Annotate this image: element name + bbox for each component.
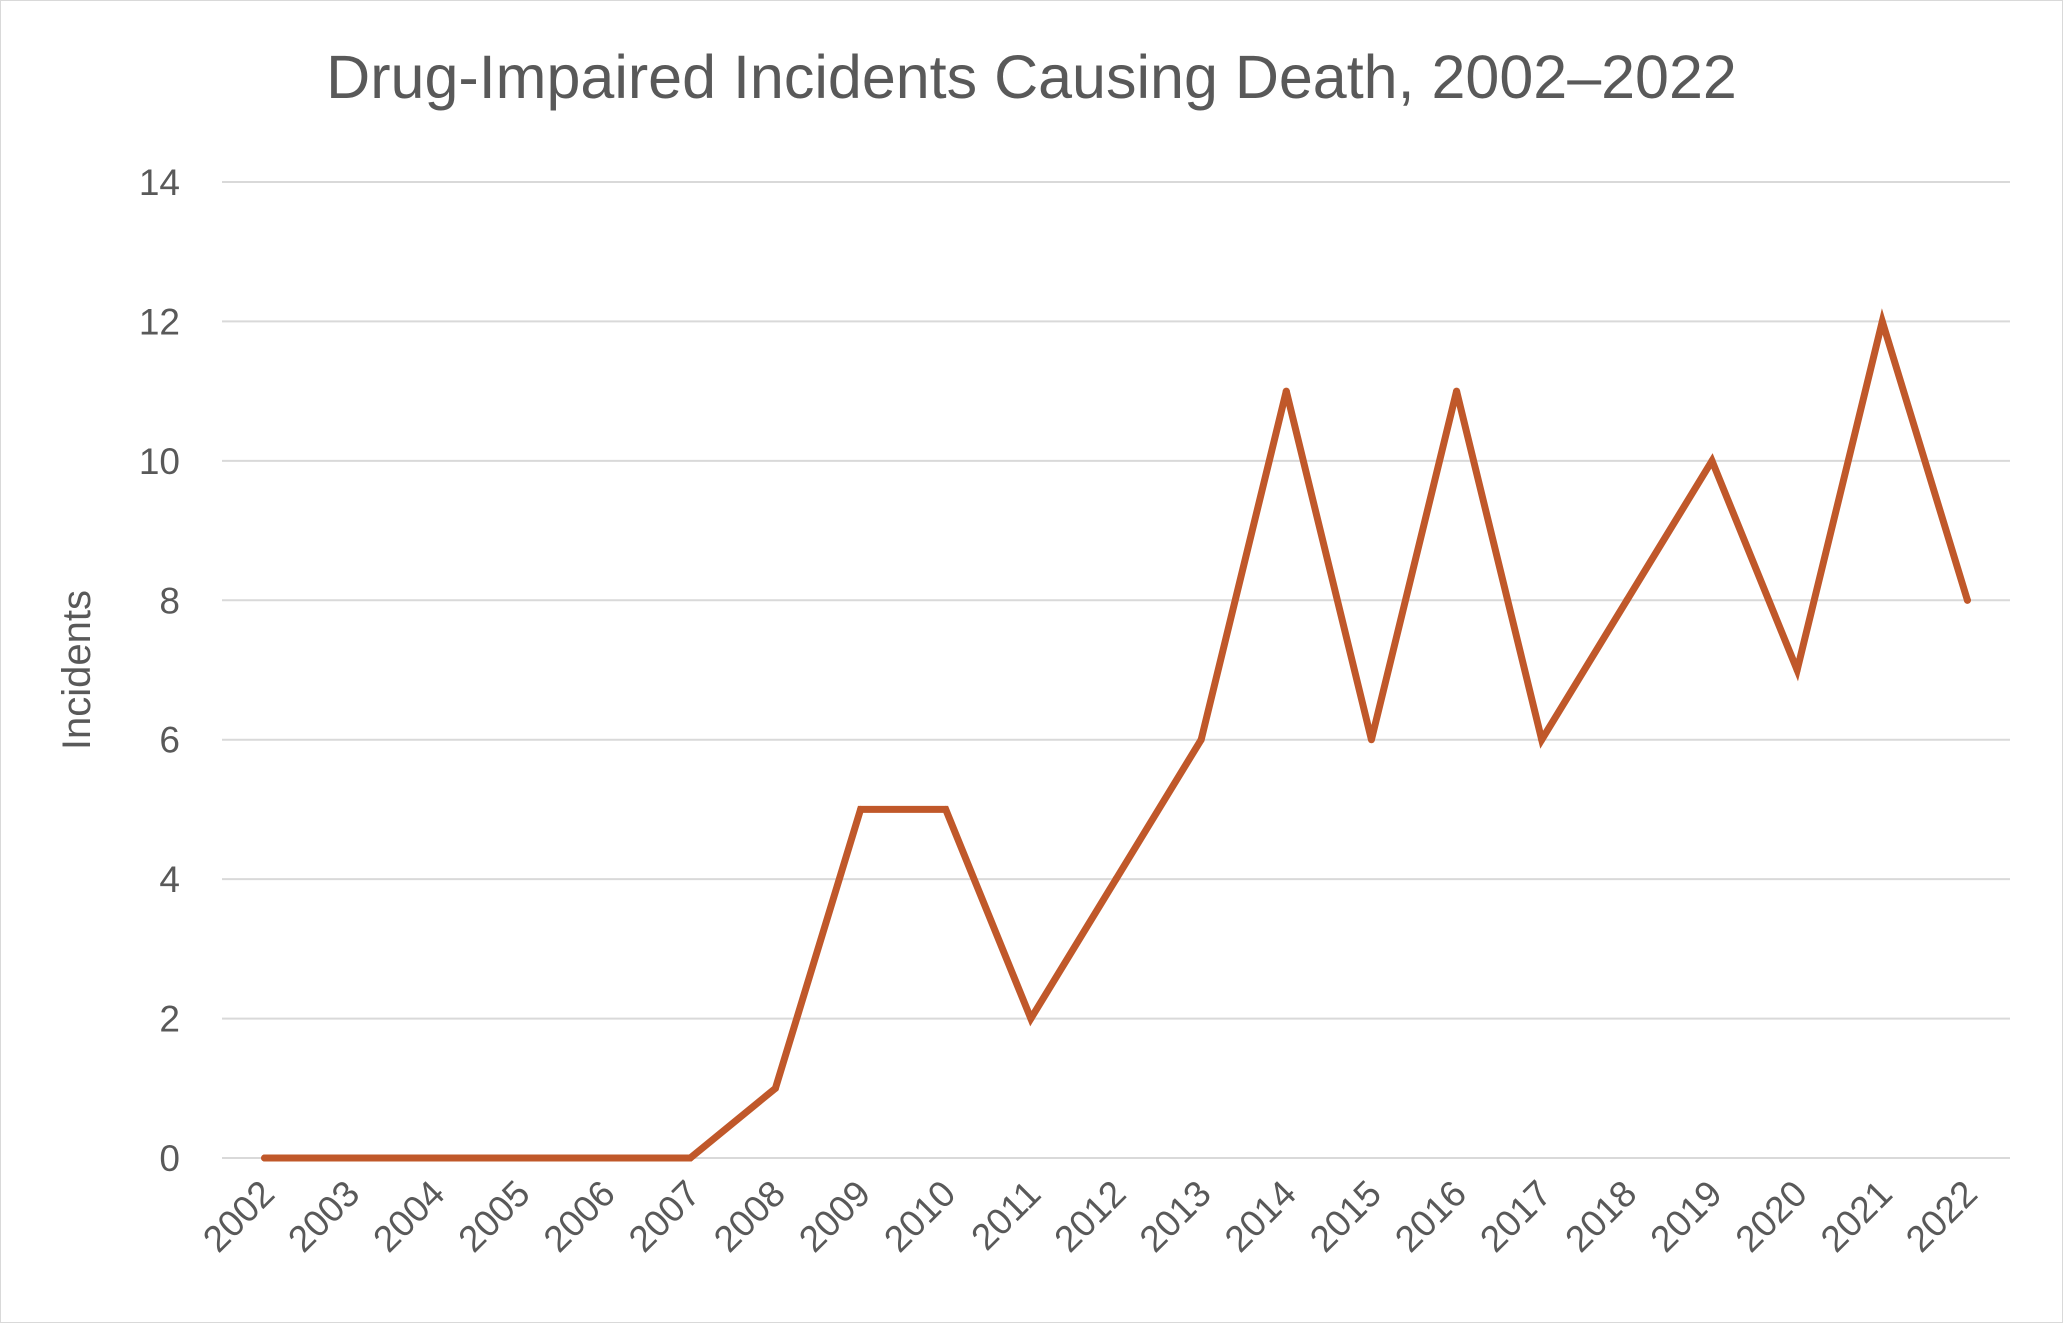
data-point-2014 bbox=[1282, 387, 1290, 395]
data-point-2009 bbox=[857, 805, 865, 813]
data-point-2005 bbox=[516, 1154, 524, 1162]
x-tick-label: 2003 bbox=[280, 1173, 367, 1260]
x-tick-label: 2015 bbox=[1302, 1173, 1389, 1260]
x-tick-label: 2007 bbox=[621, 1173, 708, 1260]
x-tick-label: 2021 bbox=[1813, 1173, 1900, 1260]
y-tick-label: 2 bbox=[159, 999, 180, 1040]
data-point-2003 bbox=[346, 1154, 354, 1162]
x-tick-label: 2008 bbox=[706, 1173, 793, 1260]
data-point-2016 bbox=[1453, 387, 1461, 395]
x-tick-label: 2014 bbox=[1217, 1173, 1304, 1260]
x-tick-label: 2009 bbox=[791, 1173, 878, 1260]
data-point-2022 bbox=[1963, 596, 1971, 604]
data-point-2008 bbox=[771, 1084, 779, 1092]
y-tick-label: 12 bbox=[139, 301, 180, 342]
y-tick-label: 8 bbox=[159, 580, 180, 621]
data-point-2007 bbox=[686, 1154, 694, 1162]
x-tick-label: 2020 bbox=[1728, 1173, 1815, 1260]
x-tick-label: 2022 bbox=[1898, 1173, 1985, 1260]
data-point-2010 bbox=[942, 805, 950, 813]
y-tick-label: 0 bbox=[159, 1138, 180, 1179]
data-point-2002 bbox=[261, 1154, 269, 1162]
x-tick-label: 2011 bbox=[963, 1173, 1048, 1258]
x-tick-label: 2017 bbox=[1472, 1173, 1559, 1260]
data-point-2004 bbox=[431, 1154, 439, 1162]
gridlines bbox=[222, 181, 2010, 1159]
x-tick-label: 2018 bbox=[1557, 1173, 1644, 1260]
data-point-2020 bbox=[1793, 666, 1801, 674]
chart-title: Drug-Impaired Incidents Causing Death, 2… bbox=[326, 43, 1737, 111]
x-tick-label: 2004 bbox=[365, 1173, 452, 1260]
data-point-2018 bbox=[1623, 596, 1631, 604]
x-tick-label: 2002 bbox=[195, 1173, 282, 1260]
x-tick-label: 2006 bbox=[536, 1173, 623, 1260]
x-tick-label: 2013 bbox=[1132, 1173, 1219, 1260]
data-point-2011 bbox=[1027, 1015, 1035, 1023]
data-point-2021 bbox=[1878, 317, 1886, 325]
y-axis-label: Incidents bbox=[55, 590, 99, 750]
y-tick-label: 10 bbox=[139, 441, 180, 482]
x-tick-label: 2005 bbox=[450, 1173, 537, 1260]
x-tick-label: 2016 bbox=[1387, 1173, 1474, 1260]
x-tick-label: 2019 bbox=[1642, 1173, 1729, 1260]
data-point-2013 bbox=[1197, 736, 1205, 744]
y-tick-label: 4 bbox=[159, 859, 180, 900]
y-tick-label: 14 bbox=[139, 162, 180, 203]
series-group bbox=[261, 308, 1971, 1162]
data-point-2015 bbox=[1367, 736, 1375, 744]
y-tick-label: 6 bbox=[159, 720, 180, 761]
x-tick-label: 2012 bbox=[1046, 1173, 1133, 1260]
x-tick-label: 2010 bbox=[876, 1173, 963, 1260]
data-point-2017 bbox=[1538, 736, 1546, 744]
data-point-2012 bbox=[1112, 875, 1120, 883]
data-point-2019 bbox=[1708, 457, 1716, 465]
data-point-2006 bbox=[601, 1154, 609, 1162]
y-axis-ticks: 0 2 4 6 8 10 12 14 bbox=[139, 162, 180, 1179]
